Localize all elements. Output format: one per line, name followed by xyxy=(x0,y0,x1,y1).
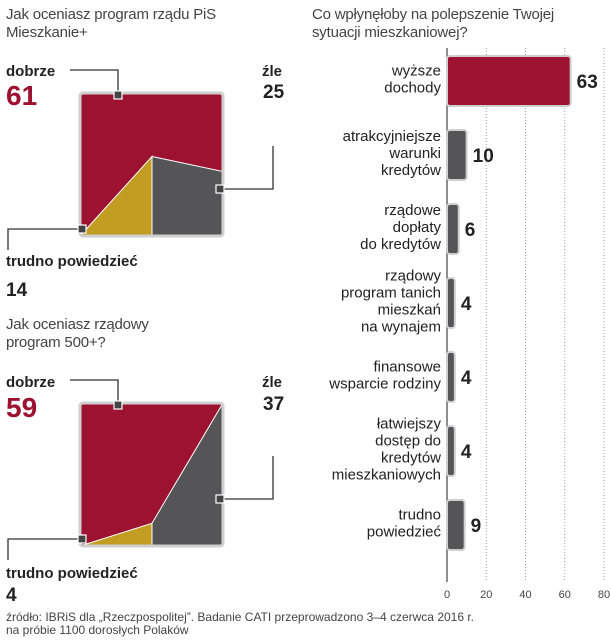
bar-category-label: rządowy program tanich mieszkań na wynajem xyxy=(341,268,442,336)
bar-category-line: atrakcyjniejsze xyxy=(343,128,441,145)
bar-category-line: na wynajem xyxy=(361,319,441,336)
bar-category-line: wsparcie rodziny xyxy=(328,376,441,393)
pie2-leader-bad xyxy=(220,456,274,500)
bar xyxy=(446,55,572,107)
source-line-1: źródło: IBRiS dla „Rzeczpospolitej”. Bad… xyxy=(6,610,475,624)
bar-category-line: dochody xyxy=(384,80,441,97)
bar xyxy=(446,499,466,551)
bar-category-label: wyższe dochody xyxy=(384,63,441,97)
pie1-leader-unsure xyxy=(7,228,82,250)
pie1-title: Jak oceniasz program rządu PiS Mieszkani… xyxy=(6,6,216,41)
pie2-value-good: 59 xyxy=(6,392,38,423)
bar-category-line: dopłaty xyxy=(393,219,442,236)
pie2-leader-good xyxy=(70,379,119,405)
pie1-value-good: 61 xyxy=(6,80,38,111)
bar-category-label: trudno powiedzieć xyxy=(367,507,442,541)
x-tick-label: 20 xyxy=(480,589,492,601)
bar xyxy=(446,203,460,255)
pie2-square xyxy=(7,379,274,560)
bar-category-line: mieszkań xyxy=(378,302,441,319)
bar xyxy=(446,129,468,181)
x-tick-label: 60 xyxy=(559,589,571,601)
bar-category-line: dostęp do xyxy=(375,433,441,450)
pie1-leader-good xyxy=(70,69,119,95)
pie1-marker-unsure xyxy=(77,224,87,234)
bar xyxy=(446,351,456,403)
pie1-marker-bad xyxy=(215,184,225,194)
bar-category-label: finansowe wsparcie rodziny xyxy=(328,359,441,393)
bar-category-label: rządowe dopłaty do kredytów xyxy=(360,202,441,253)
bar-category-line: finansowe xyxy=(373,359,441,376)
pie1-marker-good xyxy=(113,90,123,100)
pie2-label-unsure: trudno powiedzieć xyxy=(6,565,138,582)
bar-category-line: łatwiejszy xyxy=(377,416,442,433)
bar-title: Co wpłynęłoby na polepszenie Twojej sytu… xyxy=(312,6,555,41)
pie2-title: Jak oceniasz rządowy program 500+? xyxy=(6,316,149,351)
bar-category-line: rządowy xyxy=(385,268,441,285)
pie2-marker-bad xyxy=(215,494,225,504)
x-tick-label: 0 xyxy=(444,589,450,601)
bar-category-line: warunki xyxy=(388,145,441,162)
x-tick-label: 40 xyxy=(519,589,531,601)
pie2-leader-unsure xyxy=(7,538,82,560)
bar-category-line: mieszkaniowych xyxy=(332,467,441,484)
pie2-border xyxy=(78,401,225,548)
bar-category-line: program tanich xyxy=(341,285,441,302)
bar-category-line: trudno xyxy=(398,507,441,524)
source-note: źródło: IBRiS dla „Rzeczpospolitej”. Bad… xyxy=(6,611,606,637)
pie2-label-bad: źle xyxy=(262,374,283,391)
pie2-marker-unsure xyxy=(77,534,87,544)
pie1-leader-bad xyxy=(220,146,274,190)
bar-category-line: powiedzieć xyxy=(367,524,442,541)
bar-category-line: rządowe xyxy=(384,202,441,219)
pie1-square xyxy=(7,69,274,250)
bar-category-line: kredytów xyxy=(381,162,441,179)
pie1-border xyxy=(78,91,225,238)
pie2-value-unsure: 4 xyxy=(6,585,17,606)
bar xyxy=(446,277,456,329)
bar-category-line: wyższe xyxy=(391,63,441,80)
bar-category-label: łatwiejszy dostęp do kredytów mieszkaniowyc… xyxy=(332,416,442,484)
pie1-label-good: dobrze xyxy=(6,63,56,80)
bar-value-label: 9 xyxy=(471,516,482,537)
x-tick-label: 80 xyxy=(598,589,610,601)
pie1-value-bad: 25 xyxy=(263,82,285,103)
pie2-label-good: dobrze xyxy=(6,374,56,391)
pie2-chart xyxy=(7,379,274,560)
bar-category-label: atrakcyjniejsze warunki kredytów xyxy=(343,128,442,179)
bar-value-label: 4 xyxy=(461,294,472,315)
pie1-value-unsure: 14 xyxy=(6,280,28,301)
bar-value-label: 63 xyxy=(577,72,598,93)
bar-value-label: 6 xyxy=(465,220,476,241)
source-line-2: na próbie 1100 dorosłych Polaków xyxy=(6,623,189,637)
bar xyxy=(446,425,456,477)
bar-value-label: 4 xyxy=(461,442,472,463)
pie2-marker-good xyxy=(113,400,123,410)
pie1-chart xyxy=(7,69,274,250)
bar-category-line: do kredytów xyxy=(360,236,441,253)
bar-value-label: 4 xyxy=(461,368,472,389)
bar-category-line: kredytów xyxy=(381,450,441,467)
pie1-label-bad: źle xyxy=(262,63,283,80)
pie2-value-bad: 37 xyxy=(263,394,285,415)
bar-value-label: 10 xyxy=(473,146,494,167)
pie1-label-unsure: trudno powiedzieć xyxy=(6,253,138,270)
